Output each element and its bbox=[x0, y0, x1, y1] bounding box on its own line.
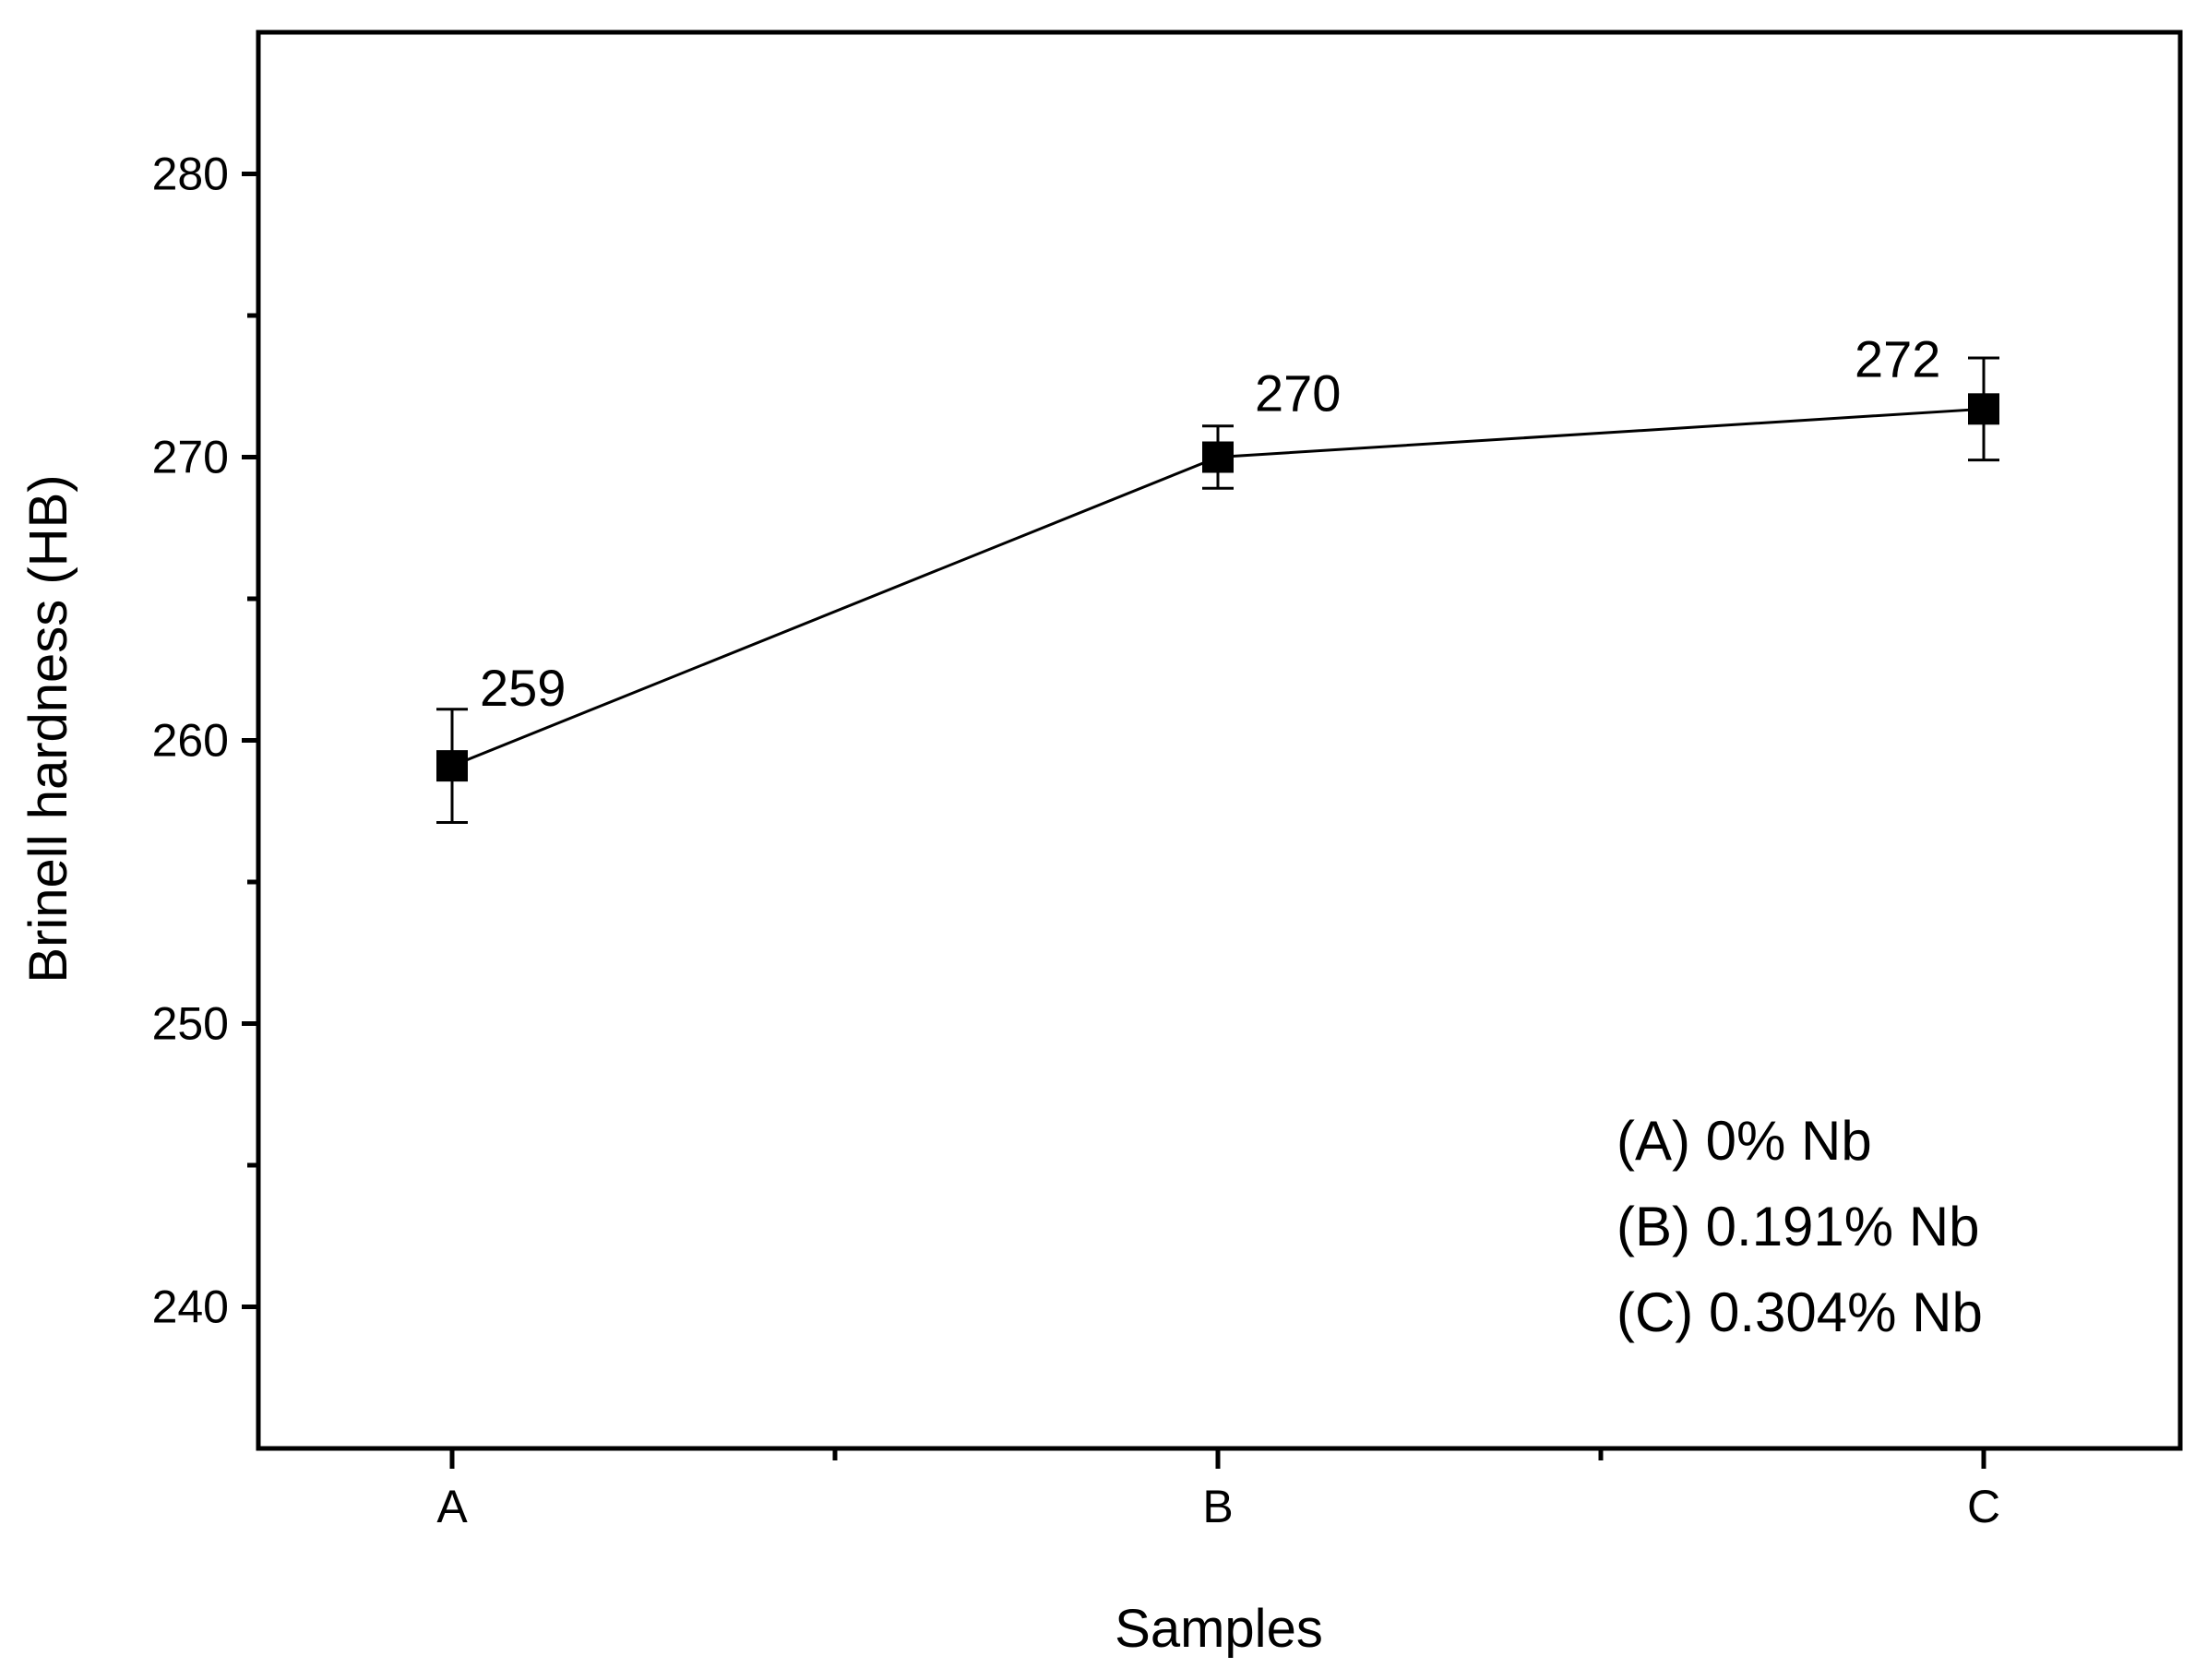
data-label-b: 270 bbox=[1255, 364, 1341, 423]
annotation-b: (B) 0.191% Nb bbox=[1616, 1196, 1980, 1257]
y-tick-label: 260 bbox=[152, 715, 229, 767]
y-tick-label: 250 bbox=[152, 998, 229, 1050]
annotation-c: (C) 0.304% Nb bbox=[1616, 1281, 1983, 1343]
annotation-a: (A) 0% Nb bbox=[1616, 1110, 1872, 1172]
x-axis-title: Samples bbox=[1115, 1599, 1323, 1659]
x-tick-label: A bbox=[436, 1481, 468, 1532]
x-tick-label: B bbox=[1202, 1481, 1233, 1532]
x-tick-label: C bbox=[1967, 1481, 2000, 1532]
y-tick-label: 270 bbox=[152, 432, 229, 483]
data-point-b bbox=[1202, 441, 1234, 473]
x-axis: A B C bbox=[436, 1448, 2000, 1532]
y-axis-title: Brinell hardness (HB) bbox=[18, 474, 78, 983]
data-label-c: 272 bbox=[1855, 329, 1940, 387]
y-tick-label: 280 bbox=[152, 149, 229, 200]
y-tick-label: 240 bbox=[152, 1281, 229, 1333]
data-label-a: 259 bbox=[480, 659, 566, 717]
y-axis: 240 250 260 270 280 bbox=[152, 149, 258, 1333]
data-point-a bbox=[436, 750, 468, 782]
series-layer: 259 270 272 bbox=[436, 329, 1999, 825]
data-point-c bbox=[1968, 393, 1999, 425]
sample-legend: (A) 0% Nb (B) 0.191% Nb (C) 0.304% Nb bbox=[1616, 1110, 1983, 1343]
